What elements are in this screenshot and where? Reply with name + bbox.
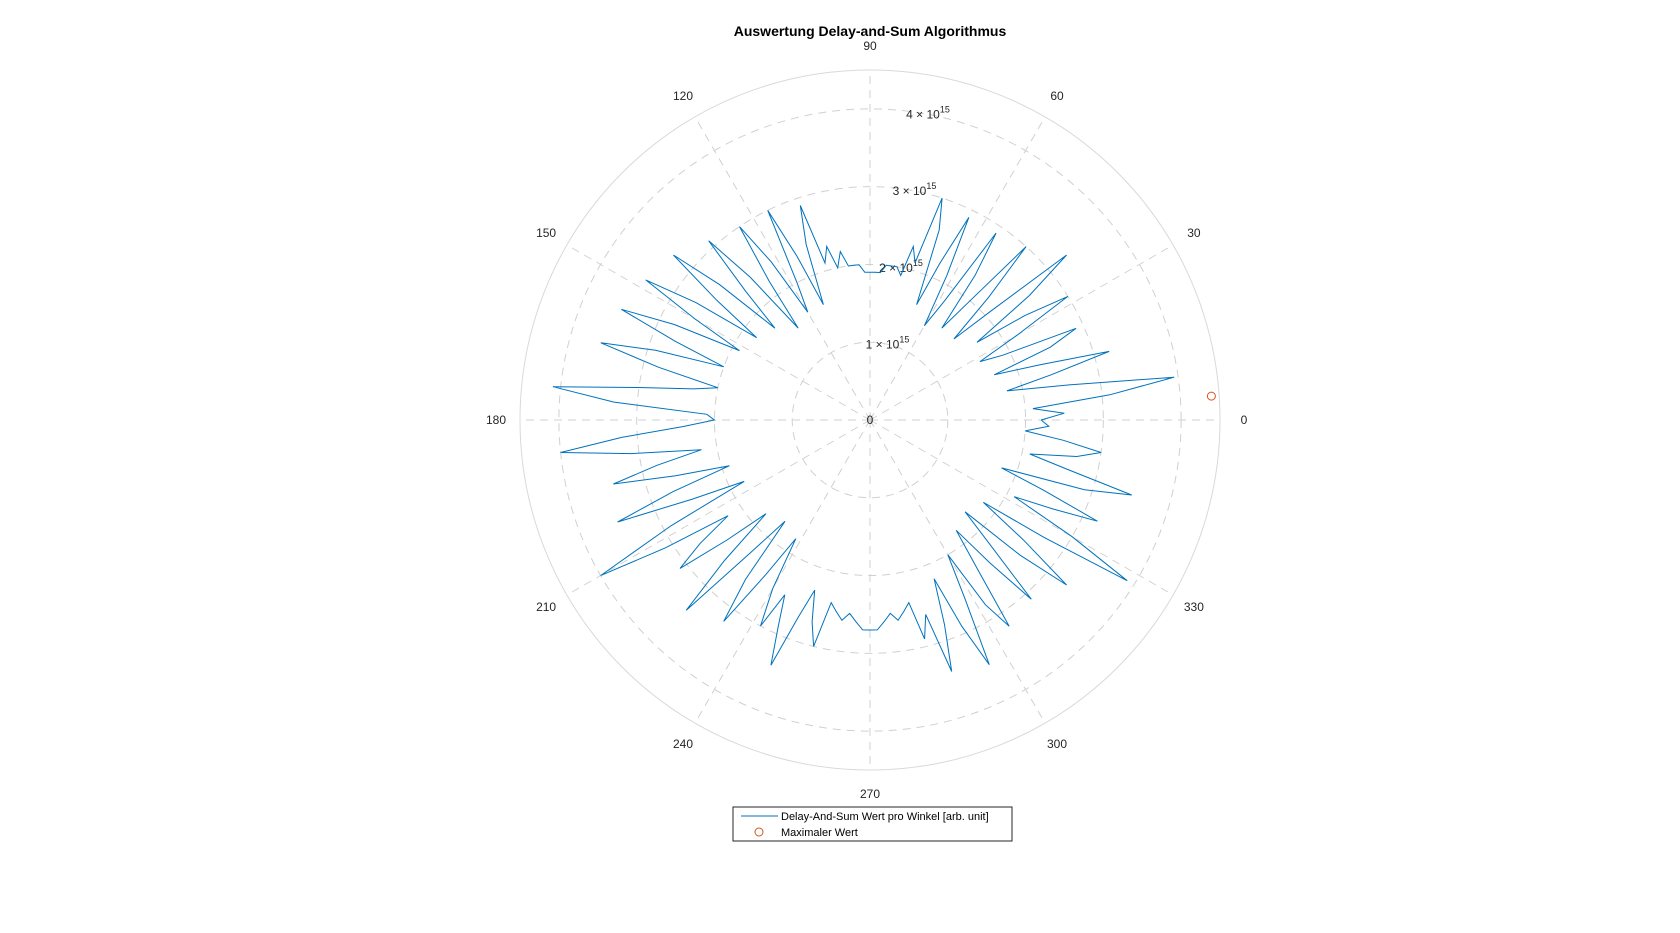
polar-outer-ring [519, 69, 1221, 771]
angle-tick-label: 90 [863, 39, 877, 53]
angle-tick-label: 180 [486, 413, 506, 427]
angle-tick-labels: 0 30 60 90 120 150 180 210 240 270 300 330 [486, 39, 1248, 801]
radial-grid-ring [636, 186, 1104, 654]
radial-tick-label: 2 × 1015 [879, 258, 923, 275]
series-line-delay-and-sum [552, 197, 1175, 672]
angle-tick-label: 0 [1241, 413, 1248, 427]
angle-tick-label: 30 [1187, 226, 1201, 240]
angular-grid-spoke [694, 116, 871, 421]
legend-box [732, 806, 1013, 842]
angular-grid-spoke [566, 419, 871, 596]
angle-tick-label: 240 [673, 737, 693, 751]
radial-tick-label: 1 × 1015 [866, 334, 910, 351]
radial-tick-label: 0 [867, 413, 874, 427]
polar-grid [519, 69, 1221, 771]
angle-tick-label: 330 [1184, 600, 1204, 614]
legend-entry-series: Delay-And-Sum Wert pro Winkel [arb. unit… [781, 811, 989, 823]
angle-tick-label: 270 [860, 787, 880, 801]
radial-tick-labels: 0 1 × 1015 2 × 1015 3 × 1015 4 × 1015 [866, 105, 950, 427]
angle-tick-label: 120 [673, 89, 693, 103]
angular-grid-spoke [694, 419, 871, 724]
angular-grid-spoke [869, 116, 1046, 421]
legend-marker-swatch [754, 827, 764, 837]
angular-grid-spoke [869, 244, 1174, 421]
maximum-marker [1206, 391, 1216, 401]
chart-title: Auswertung Delay-and-Sum Algorithmus [734, 23, 1007, 39]
angle-tick-label: 60 [1050, 89, 1064, 103]
angular-grid-spoke [869, 419, 1174, 596]
angle-tick-label: 210 [536, 600, 556, 614]
angular-grid-spoke [869, 419, 1046, 724]
angle-tick-label: 150 [536, 226, 556, 240]
radial-tick-label: 4 × 1015 [906, 105, 950, 122]
angle-tick-label: 300 [1047, 737, 1067, 751]
angular-grid-spoke [566, 244, 871, 421]
series-layer [552, 197, 1216, 672]
legend-entry-maximum: Maximaler Wert [781, 827, 858, 839]
legend: Delay-And-Sum Wert pro Winkel [arb. unit… [732, 806, 1013, 842]
radial-tick-label: 3 × 1015 [893, 181, 937, 198]
